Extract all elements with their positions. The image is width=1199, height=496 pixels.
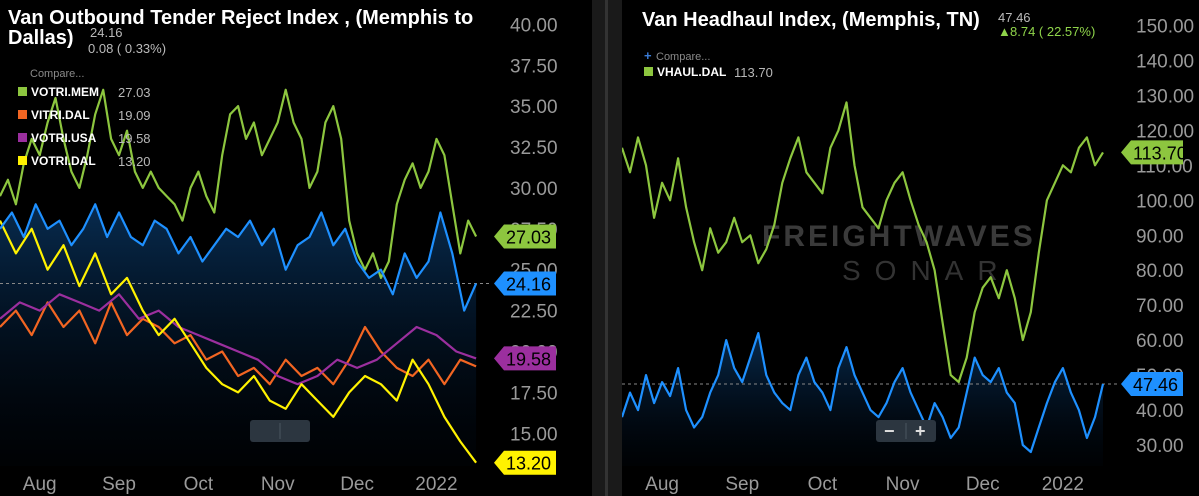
tender-reject-chart-panel: 40.0037.5035.0032.5030.0027.5025.0022.50… — [0, 0, 592, 496]
x-tick-label: Sep — [102, 474, 136, 495]
zoom-control: − + — [876, 420, 936, 442]
series-line-primary — [0, 203, 478, 312]
series-line-vitri-dal — [0, 301, 477, 386]
chart-title-line-1: Van Outbound Tender Reject Index , (Memp… — [8, 7, 473, 29]
chart-title: Van Headhaul Index, (Memphis, TN) — [642, 9, 980, 31]
legend-item[interactable]: VHAUL.DAL 113.70 — [644, 65, 773, 80]
y-tick-label: 100.00 — [1136, 191, 1194, 212]
value-badge: 47.46 — [1121, 371, 1183, 396]
y-tick-label: 35.00 — [510, 97, 558, 118]
x-tick-label: Aug — [23, 474, 57, 495]
legend-item[interactable]: VOTRI.MEM 27.03 — [18, 85, 151, 100]
x-tick-label: Aug — [645, 474, 679, 495]
zoom-in-button[interactable]: + — [915, 421, 926, 441]
legend-name: VITRI.DAL — [31, 108, 90, 122]
x-tick-label: Oct — [184, 474, 214, 495]
x-tick-label: 2022 — [415, 474, 457, 495]
legend-item[interactable]: VITRI.DAL 19.09 — [18, 108, 151, 123]
legend-swatch — [18, 133, 27, 142]
x-tick-label: Oct — [808, 474, 838, 495]
compare-link[interactable]: Compare... — [656, 51, 710, 63]
legend-value: 113.70 — [734, 65, 773, 80]
x-tick-label: Nov — [886, 474, 920, 495]
x-tick-label: 2022 — [1042, 474, 1084, 495]
zoom-out-button[interactable]: − — [884, 421, 895, 441]
y-tick-label: 60.00 — [1136, 331, 1184, 352]
y-tick-label: 30.00 — [1136, 436, 1184, 457]
legend-swatch — [18, 110, 27, 119]
value-badge-label: 47.46 — [1133, 375, 1178, 395]
panel-divider-line[interactable] — [605, 0, 608, 496]
legend-value: 13.20 — [118, 154, 151, 169]
value-badge-label: 13.20 — [506, 454, 551, 474]
legend-swatch — [18, 156, 27, 165]
watermark-top: FREIGHTWAVES — [762, 220, 1036, 253]
legend-value: 19.09 — [118, 108, 151, 123]
y-tick-label: 130.00 — [1136, 86, 1194, 107]
value-badge-label: 24.16 — [506, 274, 551, 294]
header-value: 47.46 — [998, 10, 1031, 25]
y-tick-label: 40.00 — [510, 15, 558, 36]
y-tick-label: 80.00 — [1136, 261, 1184, 282]
y-tick-label: 30.00 — [510, 179, 558, 200]
legend-value: 27.03 — [118, 85, 151, 100]
x-tick-label: Dec — [340, 474, 374, 495]
x-tick-label: Nov — [261, 474, 295, 495]
tender-reject-chart: 40.0037.5035.0032.5030.0027.5025.0022.50… — [0, 7, 558, 495]
y-tick-label: 17.50 — [510, 383, 558, 404]
value-badge: 24.16 — [494, 271, 556, 296]
headhaul-chart-panel: FREIGHTWAVES SONAR 150.00 140.00 130.00 120… — [622, 0, 1199, 496]
value-badge-label: 113.70 — [1133, 143, 1187, 163]
legend-name: VOTRI.DAL — [31, 154, 96, 168]
series-line-votri-mem — [0, 88, 478, 279]
plus-icon[interactable]: + — [644, 48, 652, 63]
value-badge-label: 27.03 — [506, 228, 551, 248]
y-tick-label: 150.00 — [1136, 16, 1194, 37]
value-badge: 13.20 — [494, 450, 556, 475]
legend-item[interactable]: VOTRI.DAL 13.20 — [18, 154, 151, 169]
y-tick-label: 70.00 — [1136, 296, 1184, 317]
y-tick-label: 120.00 — [1136, 121, 1194, 142]
legend-name: VOTRI.USA — [31, 131, 97, 145]
y-tick-label: 140.00 — [1136, 51, 1194, 72]
legend-swatch — [18, 87, 27, 96]
legend-item[interactable]: VOTRI.USA 19.58 — [18, 131, 151, 146]
series-line-primary — [622, 332, 1105, 454]
legend-value: 19.58 — [118, 131, 151, 146]
watermark-bottom: SONAR — [842, 255, 1012, 286]
series-area — [622, 333, 1103, 466]
value-badge-label: 19.58 — [506, 349, 551, 369]
zoom-control[interactable] — [250, 420, 310, 442]
header-change: 0.08 ( 0.33%) — [88, 41, 166, 56]
series-area — [0, 204, 477, 467]
x-tick-label: Dec — [966, 474, 1000, 495]
y-tick-label: 15.00 — [510, 424, 558, 445]
legend-swatch — [644, 67, 653, 76]
series-line-votri-dal — [0, 220, 477, 464]
legend-name: VOTRI.MEM — [31, 85, 99, 99]
y-tick-label: 22.50 — [510, 302, 558, 323]
value-badge: 19.58 — [494, 346, 556, 371]
series-line-vhaul-dal — [622, 101, 1104, 384]
y-tick-label: 90.00 — [1136, 226, 1184, 247]
y-tick-label: 32.50 — [510, 138, 558, 159]
chart-title-line-2: Dallas) — [8, 27, 74, 49]
y-tick-label: 40.00 — [1136, 401, 1184, 422]
value-badge: 27.03 — [494, 224, 556, 249]
arrow-up-icon: ▲ — [998, 24, 1011, 39]
legend-name: VHAUL.DAL — [657, 65, 726, 79]
header-change: 8.74 ( 22.57%) — [1010, 24, 1095, 39]
headhaul-chart: FREIGHTWAVES SONAR 150.00 140.00 130.00 120… — [622, 9, 1194, 495]
value-badge: 113.70 — [1121, 140, 1187, 165]
header-value: 24.16 — [90, 25, 123, 40]
y-tick-label: 37.50 — [510, 56, 558, 77]
compare-link[interactable]: Compare... — [30, 68, 84, 80]
series-line-votri-usa — [0, 293, 477, 386]
x-tick-label: Sep — [725, 474, 759, 495]
